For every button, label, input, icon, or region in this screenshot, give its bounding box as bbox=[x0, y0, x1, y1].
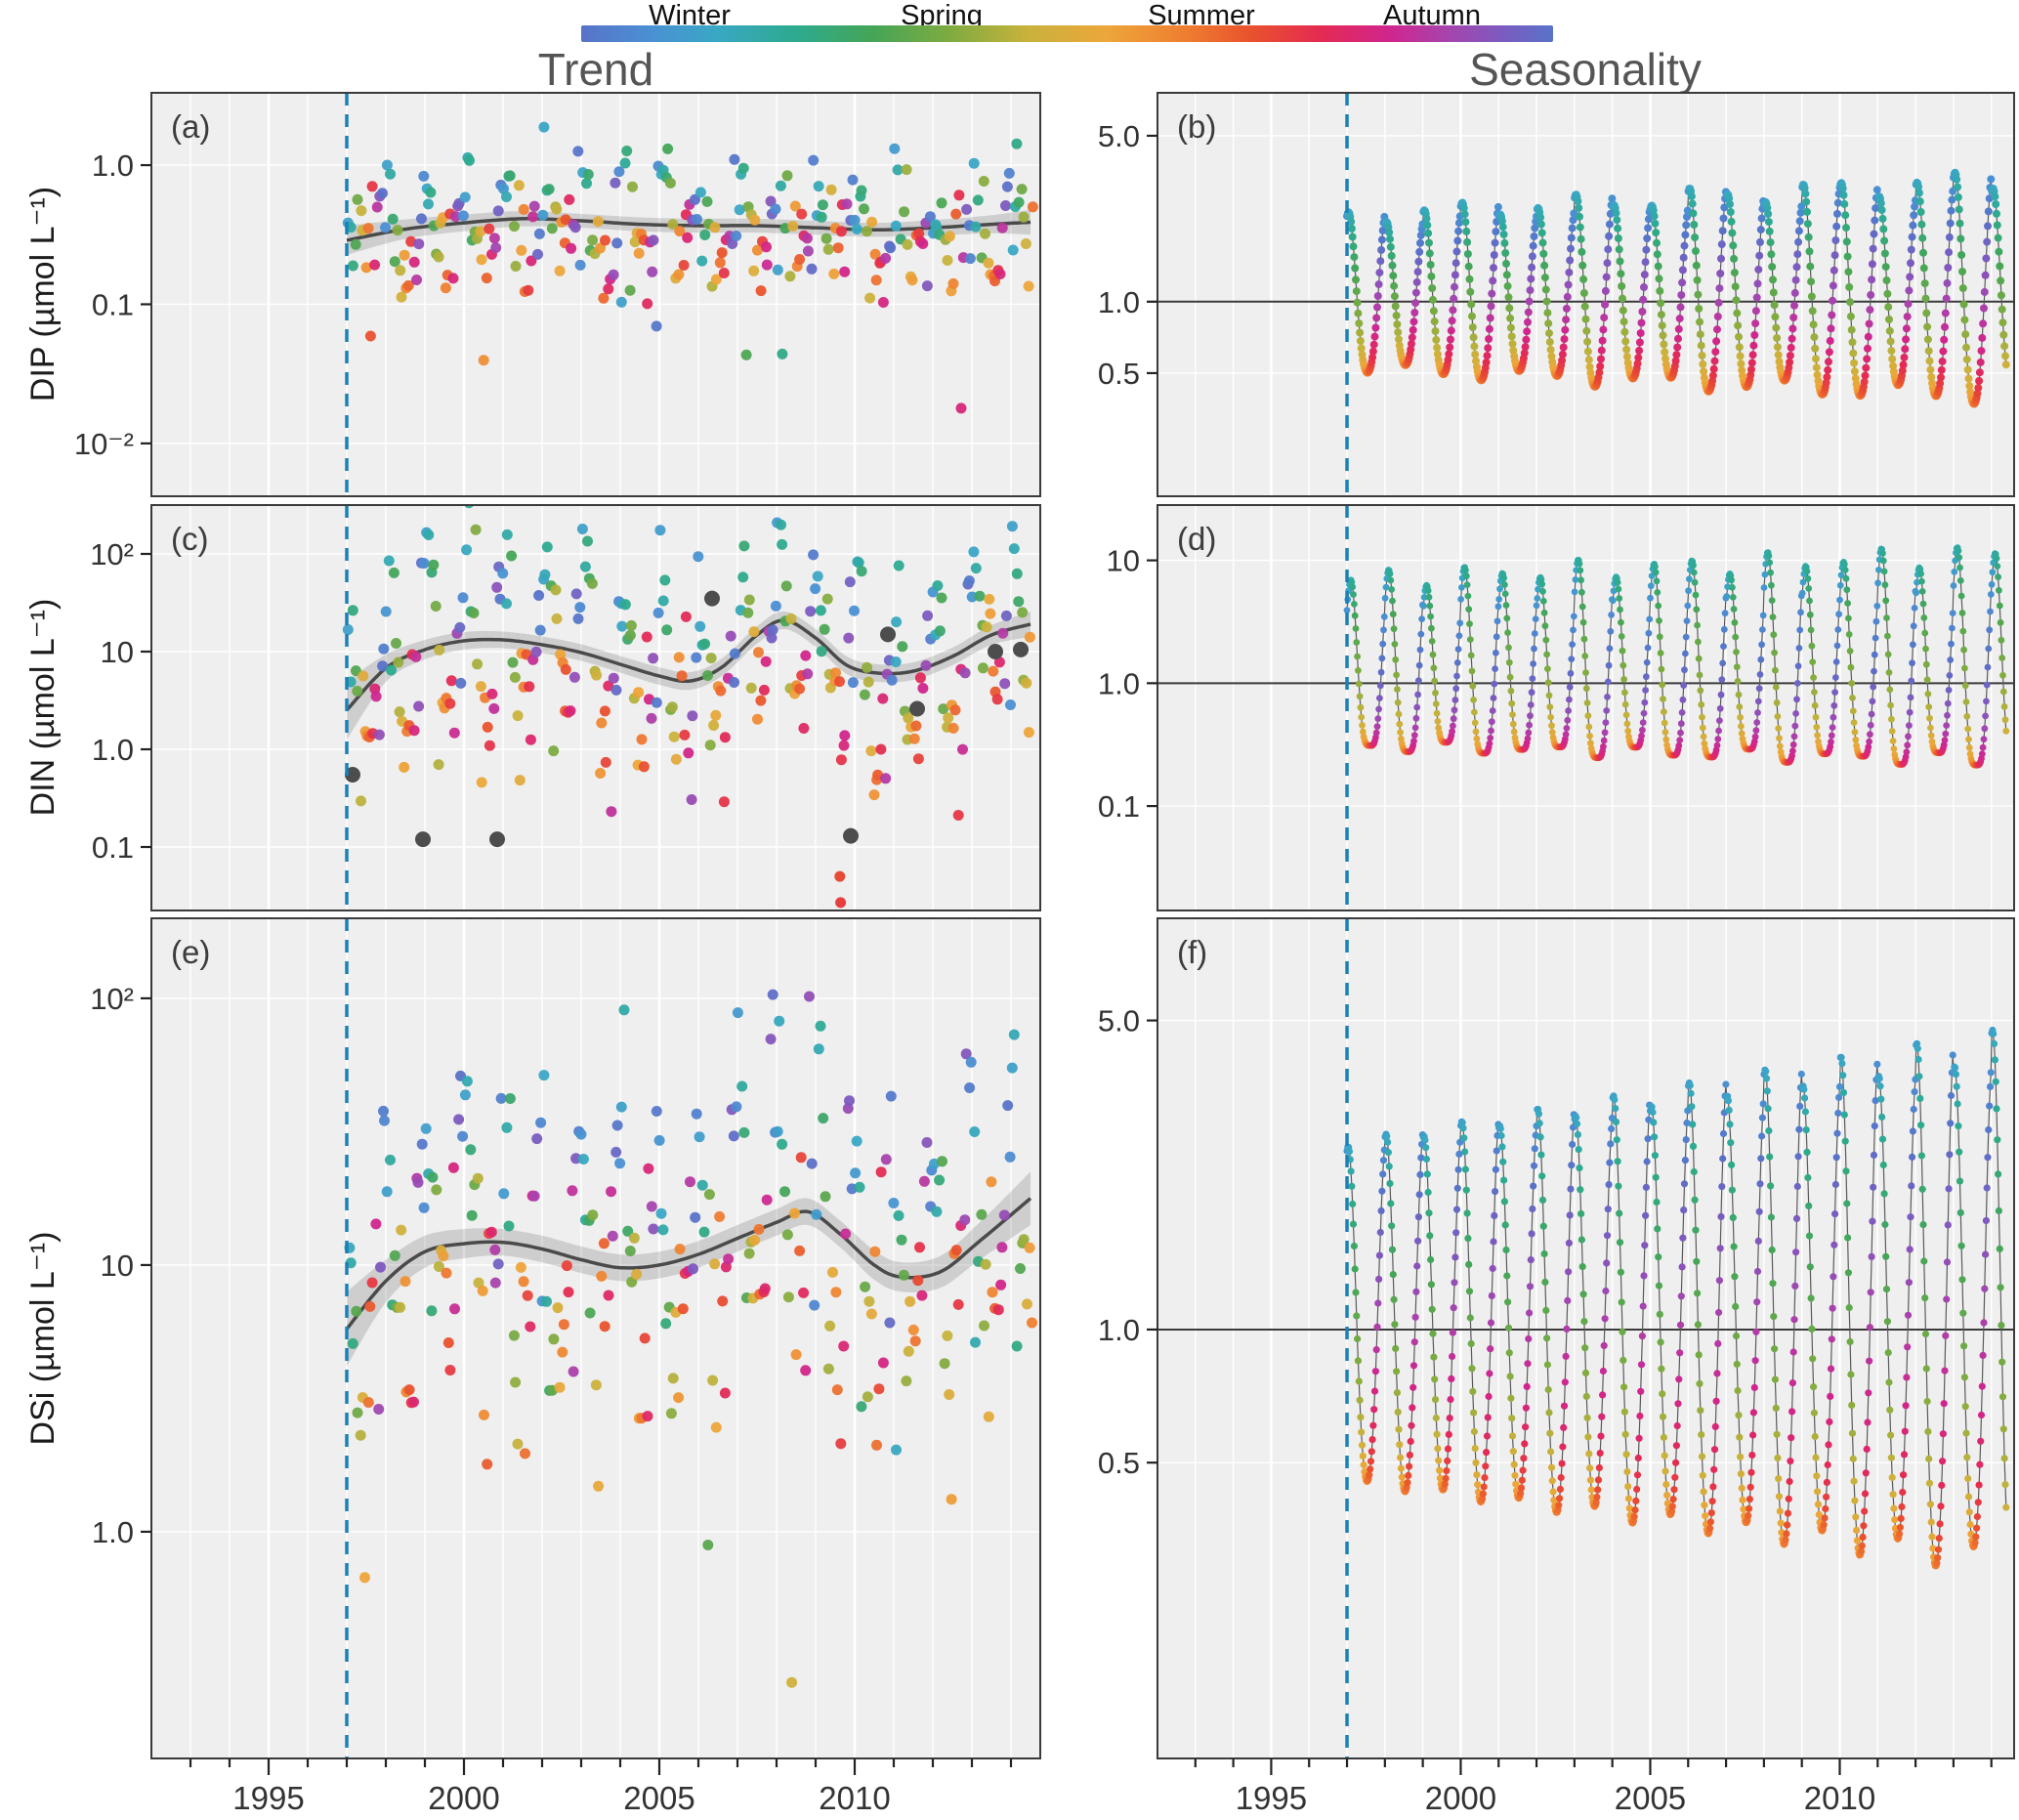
ytick-label: 10 bbox=[101, 635, 134, 669]
ytick-label: 10² bbox=[90, 537, 134, 571]
observation-points bbox=[342, 121, 1038, 414]
seasonal-points bbox=[1343, 1026, 2010, 1570]
flagged-point bbox=[880, 626, 896, 643]
panel-a: (a) 1.0 0.1 10⁻² bbox=[74, 92, 1041, 497]
xtick-label: 2010 bbox=[1804, 1780, 1875, 1816]
ytick-label: 1.0 bbox=[1098, 666, 1140, 700]
season-colorbar bbox=[581, 25, 1553, 42]
panel-d-data bbox=[1157, 544, 2014, 769]
xtick-label: 2005 bbox=[623, 1780, 694, 1816]
observation-points bbox=[342, 505, 1035, 909]
panel-b-data bbox=[1157, 168, 2014, 408]
panel-label-e: (e) bbox=[171, 934, 210, 970]
panel-a-data bbox=[342, 121, 1038, 414]
ytick-label: 1.0 bbox=[1098, 1313, 1140, 1347]
xtick-label: 2000 bbox=[1425, 1780, 1496, 1816]
ytick-label: 0.5 bbox=[1098, 357, 1140, 391]
flagged-point bbox=[704, 590, 720, 607]
panel-label-c: (c) bbox=[171, 521, 208, 557]
panel-label-a: (a) bbox=[171, 108, 210, 145]
confidence-band bbox=[347, 209, 1031, 255]
panel-e: (e) 10² 10 1.0 1995 2000 2005 2010 bbox=[90, 917, 1041, 1816]
flagged-point bbox=[489, 831, 505, 848]
flagged-point bbox=[909, 700, 925, 717]
flagged-point bbox=[415, 831, 431, 848]
panel-f-data bbox=[1157, 1026, 2014, 1570]
seasonal-points bbox=[1343, 168, 2010, 408]
flagged-point bbox=[843, 827, 859, 844]
ytick-label: 1.0 bbox=[92, 148, 134, 183]
xtick-label: 1995 bbox=[232, 1780, 304, 1816]
panel-d: (d) 10 1.0 0.1 bbox=[1098, 504, 2015, 911]
ytick-label: 10² bbox=[90, 982, 134, 1016]
xtick-label: 2010 bbox=[819, 1780, 890, 1816]
seasonal-points bbox=[1343, 544, 2010, 769]
observation-points bbox=[344, 989, 1037, 1688]
xtick-label: 2005 bbox=[1615, 1780, 1686, 1816]
ytick-label: 5.0 bbox=[1098, 119, 1140, 153]
panel-b: (b) 5.0 1.0 0.5 bbox=[1098, 92, 2015, 497]
panel-label-d: (d) bbox=[1177, 521, 1216, 557]
ytick-label: 5.0 bbox=[1098, 1004, 1140, 1038]
panel-f: (f) 5.0 1.0 0.5 1995 2000 2005 2010 bbox=[1098, 917, 2015, 1816]
flagged-point bbox=[988, 644, 1003, 659]
column-title-trend: Trend bbox=[537, 44, 654, 95]
xtick-label: 1995 bbox=[1236, 1780, 1307, 1816]
flagged-point bbox=[345, 767, 360, 783]
ytick-label: 10 bbox=[1107, 544, 1140, 578]
xtick-label: 2000 bbox=[428, 1780, 499, 1816]
ytick-label: 10⁻² bbox=[74, 427, 134, 461]
panel-label-b: (b) bbox=[1177, 108, 1216, 145]
panel-label-f: (f) bbox=[1177, 934, 1207, 970]
column-title-seasonality: Seasonality bbox=[1469, 44, 1702, 95]
ytick-label: 10 bbox=[101, 1249, 134, 1283]
flagged-point bbox=[1013, 641, 1029, 657]
panel-c: (c) 10² 10 1.0 0.1 bbox=[90, 504, 1041, 911]
ytick-label: 1.0 bbox=[1098, 285, 1140, 319]
ytick-label: 0.1 bbox=[1098, 789, 1140, 824]
ytick-label: 0.1 bbox=[92, 830, 134, 865]
ytick-label: 0.5 bbox=[1098, 1446, 1140, 1480]
panel-e-data bbox=[344, 989, 1037, 1688]
ytick-label: 1.0 bbox=[92, 1515, 134, 1549]
ytick-label: 0.1 bbox=[92, 287, 134, 321]
ytick-label: 1.0 bbox=[92, 733, 134, 767]
confidence-band bbox=[347, 612, 1031, 740]
panel-c-data bbox=[342, 505, 1035, 909]
